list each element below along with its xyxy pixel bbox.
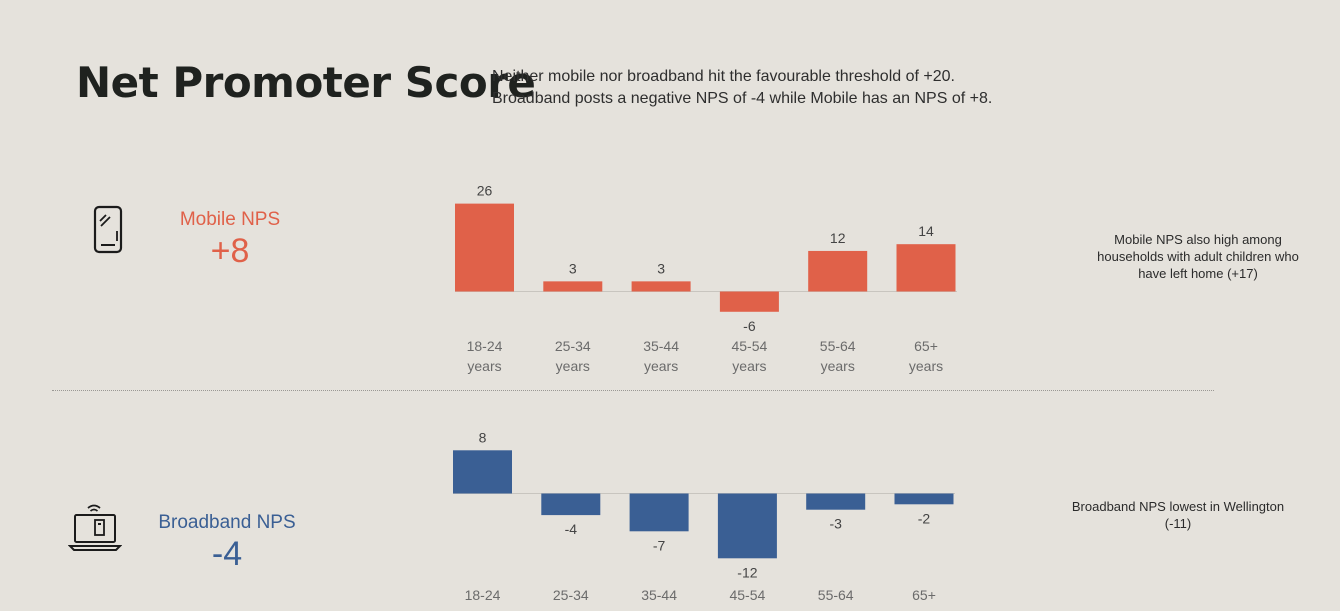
- mobile-category-label: 35-44: [643, 338, 679, 354]
- mobile-category-label: years: [732, 358, 766, 374]
- broadband-category-label: 18-24: [465, 587, 501, 603]
- broadband-bar-value-label: -2: [918, 510, 931, 526]
- broadband-bar: [453, 450, 512, 494]
- mobile-bar-chart: 26 18-24 years 3 25-34 years 3 35-44 years -6 45-5…: [455, 183, 957, 374]
- subtitle-line-1: Neither mobile nor broadband hit the fav…: [492, 68, 955, 85]
- mobile-nps-label: Mobile NPS: [179, 209, 281, 230]
- page-title: Net Promoter Score: [76, 58, 536, 107]
- broadband-bar-value-label: 8: [479, 429, 487, 445]
- broadband-bar: [541, 493, 601, 516]
- mobile-category-label: years: [644, 358, 678, 374]
- broadband-bar-value-label: -4: [565, 521, 578, 537]
- broadband-bar: [894, 493, 954, 505]
- broadband-nps-metric: Broadband NPS -4: [147, 512, 307, 574]
- mobile-bar: [543, 281, 603, 292]
- mobile-bar-value-label: 3: [569, 260, 577, 276]
- broadband-note: Broadband NPS lowest in Wellington (-11): [1071, 499, 1285, 531]
- broadband-category-label: 45-54: [729, 587, 765, 603]
- mobile-nps-metric: Mobile NPS +8: [150, 209, 310, 271]
- broadband-nps-label: Broadband NPS: [158, 512, 296, 533]
- mobile-bar: [631, 281, 691, 292]
- laptop-wifi-icon: [67, 502, 123, 557]
- mobile-bar-value-label: -6: [743, 318, 756, 334]
- mobile-bar-value-label: 3: [657, 260, 665, 276]
- broadband-category-label: 55-64: [818, 587, 854, 603]
- mobile-note: Mobile NPS also high among households wi…: [1097, 232, 1299, 281]
- smartphone-icon: [93, 205, 125, 260]
- mobile-category-label: years: [909, 358, 943, 374]
- mobile-category-label: years: [467, 358, 501, 374]
- mobile-category-label: 18-24: [467, 338, 503, 354]
- broadband-nps-value: -4: [211, 535, 243, 573]
- broadband-category-label: 35-44: [641, 587, 677, 603]
- broadband-bar: [717, 493, 777, 559]
- broadband-bar-value-label: -7: [653, 537, 666, 553]
- mobile-category-label: 55-64: [820, 338, 856, 354]
- mobile-bar: [719, 291, 779, 312]
- mobile-bar: [455, 203, 514, 292]
- mobile-bar: [896, 244, 956, 292]
- subtitle-line-2: Broadband posts a negative NPS of -4 whi…: [492, 90, 993, 107]
- broadband-category-label: 25-34: [553, 587, 589, 603]
- mobile-bar-value-label: 26: [477, 183, 493, 199]
- broadband-category-label: 65+: [912, 587, 936, 603]
- mobile-category-label: 65+: [914, 338, 938, 354]
- mobile-category-label: 25-34: [555, 338, 591, 354]
- mobile-bar: [808, 250, 868, 292]
- broadband-bar: [806, 493, 866, 510]
- mobile-category-label: 45-54: [731, 338, 767, 354]
- mobile-bar-value-label: 14: [918, 223, 934, 239]
- broadband-bar-value-label: -3: [829, 516, 842, 532]
- mobile-nps-value: +8: [210, 232, 250, 270]
- mobile-bar-value-label: 12: [830, 230, 846, 246]
- broadband-bar-chart: 8 18-24 -4 25-34 -7 35-44 -12 45-54 -3 55-64 -2 65+: [453, 429, 955, 603]
- mobile-category-label: years: [821, 358, 855, 374]
- broadband-bar-value-label: -12: [737, 564, 757, 580]
- mobile-category-label: years: [556, 358, 590, 374]
- section-divider: [52, 390, 1214, 391]
- broadband-bar: [629, 493, 689, 532]
- page-subtitle: Neither mobile nor broadband hit the fav…: [492, 66, 992, 110]
